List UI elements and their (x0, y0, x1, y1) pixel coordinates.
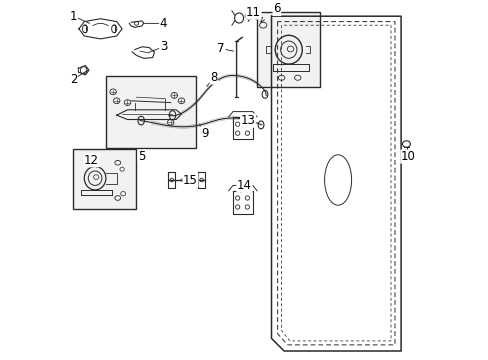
Text: 2: 2 (70, 70, 88, 86)
Text: 4: 4 (143, 17, 167, 30)
Text: 12: 12 (84, 154, 99, 167)
Text: 8: 8 (206, 71, 217, 86)
Text: 13: 13 (240, 114, 255, 128)
Text: 9: 9 (199, 124, 208, 140)
Text: 5: 5 (138, 149, 145, 163)
Text: 1: 1 (70, 10, 89, 23)
Text: 10: 10 (400, 149, 415, 163)
Text: 3: 3 (149, 40, 167, 53)
Bar (106, 76, 196, 148)
Bar (73, 149, 136, 209)
Text: 11: 11 (245, 6, 261, 22)
Text: 6: 6 (273, 3, 280, 16)
Text: 14: 14 (237, 179, 251, 193)
Bar (257, 12, 320, 87)
Text: 15: 15 (183, 174, 198, 186)
Text: 7: 7 (217, 42, 233, 55)
